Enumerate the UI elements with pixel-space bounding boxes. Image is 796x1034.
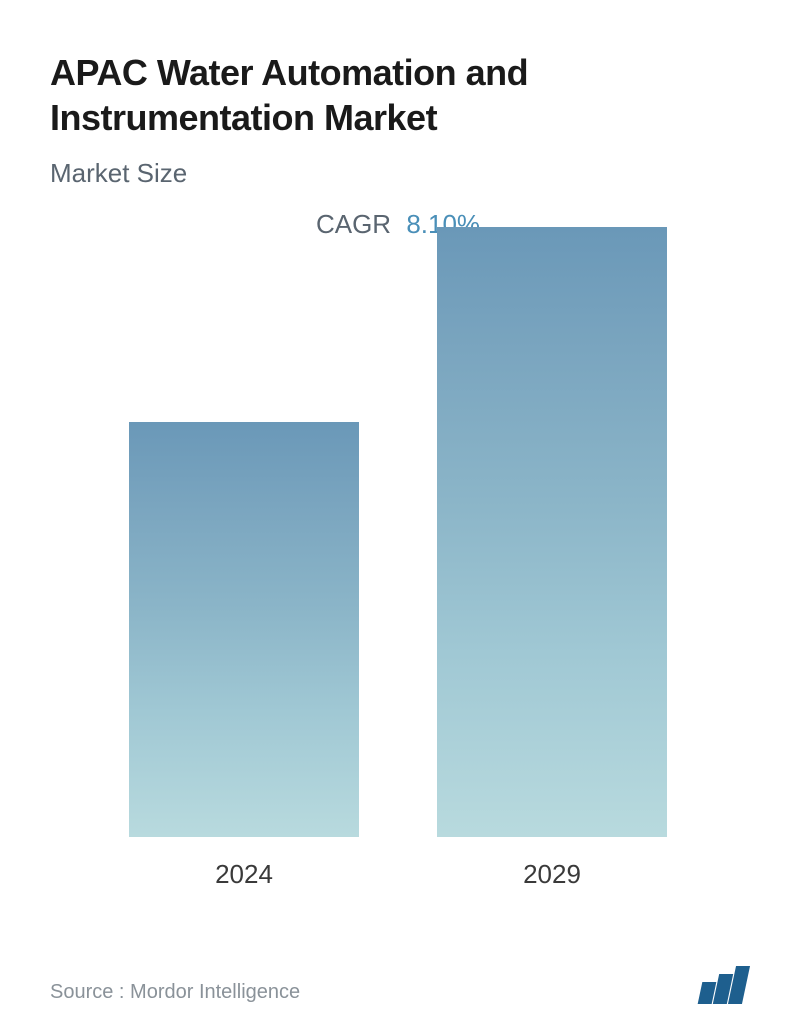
logo-bar: [728, 966, 750, 1004]
year-label-2024: 2024: [215, 859, 273, 890]
chart-area: 2024 2029: [50, 280, 746, 890]
bar-2029: [437, 227, 667, 837]
chart-title: APAC Water Automation and Instrumentatio…: [50, 50, 746, 140]
footer: Source : Mordor Intelligence: [50, 966, 746, 1004]
logo-icon: [700, 966, 746, 1004]
bar-container-2029: 2029: [437, 227, 667, 890]
cagr-label: CAGR: [316, 209, 391, 239]
bar-2024: [129, 422, 359, 837]
bar-container-2024: 2024: [129, 422, 359, 890]
source-text: Source : Mordor Intelligence: [50, 981, 300, 1004]
chart-subtitle: Market Size: [50, 158, 746, 189]
year-label-2029: 2029: [523, 859, 581, 890]
